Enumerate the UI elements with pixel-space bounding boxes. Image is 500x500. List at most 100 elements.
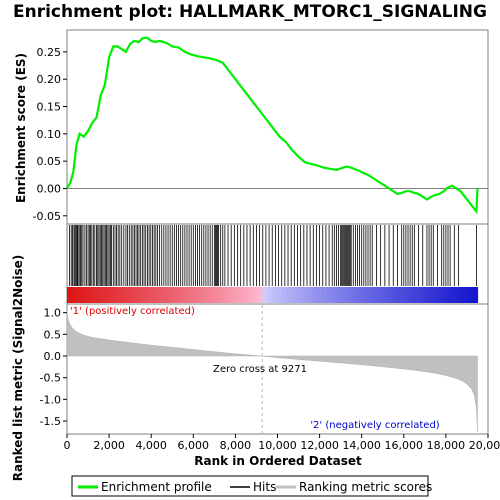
color-bar-segment xyxy=(159,287,166,303)
ranked-x-axis: 0 2,000 4,000 6,000 8,000 10,000 12,000 14,000 1… xyxy=(64,434,500,452)
color-bar-segment xyxy=(267,287,273,303)
color-bar-segment xyxy=(467,287,474,303)
zero-cross-label: Zero cross at 9271 xyxy=(213,364,307,375)
color-bar-segment xyxy=(321,287,327,303)
es-ytick-label: 0.20 xyxy=(37,73,62,86)
color-bar-segment xyxy=(389,287,396,303)
color-bar-segment xyxy=(301,287,308,303)
color-bar-segment xyxy=(316,287,322,303)
legend-ranking-label: Ranking metric scores xyxy=(299,480,432,494)
color-bar-segment xyxy=(384,287,391,303)
color-bar-segment xyxy=(413,287,420,303)
ranking-metric-area xyxy=(66,310,478,432)
color-bar-segment xyxy=(335,287,342,303)
color-bar-segment xyxy=(67,287,73,303)
color-bar-segment xyxy=(350,287,356,303)
color-bar-segment xyxy=(428,287,435,303)
color-bar-segment xyxy=(257,287,264,303)
es-panel-frame xyxy=(66,29,489,225)
color-bar-segment xyxy=(345,287,352,303)
color-bar-segment xyxy=(296,287,303,303)
ranked-ytick-label: 0.0 xyxy=(44,350,62,363)
ranked-ytick-label: -1.5 xyxy=(40,415,61,428)
color-bar-segment xyxy=(340,287,347,303)
color-bar-segment xyxy=(457,287,464,303)
color-bar-segment xyxy=(198,287,205,303)
color-bar-segment xyxy=(115,287,122,303)
color-bar-segment xyxy=(433,287,439,303)
color-bar-segment xyxy=(365,287,371,303)
color-bar-segment xyxy=(86,287,93,303)
color-bar-segment xyxy=(360,287,366,303)
color-bar-segment xyxy=(91,287,97,303)
color-bar-segment xyxy=(394,287,400,303)
color-bar-segment xyxy=(311,287,317,303)
color-bar-segment xyxy=(233,287,239,303)
es-ytick-label: 0.15 xyxy=(37,101,62,114)
color-bar-segment xyxy=(252,287,259,303)
es-ytick-label: 0.25 xyxy=(37,46,62,59)
negative-correlation-label: '2' (negatively correlated) xyxy=(310,420,439,431)
color-bar-segment xyxy=(130,287,137,303)
xtick-label: 8,000 xyxy=(220,439,252,452)
color-bar-segment xyxy=(120,287,127,303)
legend-hits-label: Hits xyxy=(253,480,276,494)
es-ytick-label: -0.05 xyxy=(33,210,61,223)
color-bar-segment xyxy=(282,287,288,303)
color-bar-segment xyxy=(443,287,449,303)
chart-title: Enrichment plot: HALLMARK_MTORC1_SIGNALI… xyxy=(13,2,487,22)
color-bar-segment xyxy=(223,287,229,303)
color-bar-segment xyxy=(462,287,469,303)
color-bar-segment xyxy=(409,287,415,303)
xtick-label: 0 xyxy=(64,439,71,452)
color-bar-segment xyxy=(277,287,283,303)
color-bar-segment xyxy=(247,287,254,303)
es-y-axis: -0.05 0.00 0.05 0.10 0.15 0.20 0.25 xyxy=(33,46,67,223)
es-y-label: Enrichment score (ES) xyxy=(14,53,28,203)
color-bar-segment xyxy=(448,287,454,303)
color-bar-segment xyxy=(140,287,146,303)
color-bar-segment xyxy=(203,287,210,303)
color-bar-segment xyxy=(110,287,117,303)
xtick-label: 6,000 xyxy=(178,439,210,452)
color-bar-segment xyxy=(423,287,430,303)
es-ytick-label: 0.05 xyxy=(37,155,62,168)
hits-marks xyxy=(69,225,477,286)
ranked-ytick-label: -0.5 xyxy=(40,372,61,385)
color-bar-segment xyxy=(208,287,215,303)
enrichment-profile-line xyxy=(66,36,479,215)
color-bar-segment xyxy=(218,287,224,303)
color-bar-segment xyxy=(169,287,176,303)
color-bar-segment xyxy=(369,287,376,303)
color-bar-segment xyxy=(404,287,410,303)
color-bar-segment xyxy=(184,287,190,303)
xtick-label: 2,000 xyxy=(93,439,125,452)
ranked-y-axis: -1.5 -1.0 -0.5 0.0 0.5 1.0 xyxy=(40,307,67,428)
rank-color-bar xyxy=(67,287,479,303)
color-bar-segment xyxy=(418,287,425,303)
xtick-label: 20,000 xyxy=(469,439,500,452)
color-bar-segment xyxy=(330,287,337,303)
color-bar-segment xyxy=(150,287,156,303)
es-ytick-label: 0.00 xyxy=(37,182,62,195)
color-bar-segment xyxy=(213,287,220,303)
color-bar-segment xyxy=(194,287,200,303)
positive-correlation-label: '1' (positively correlated) xyxy=(70,306,195,317)
color-bar-segment xyxy=(291,287,298,303)
color-bar-segment xyxy=(96,287,102,303)
color-bar-segment xyxy=(71,287,78,303)
color-bar-segment xyxy=(286,287,293,303)
color-bar-segment xyxy=(272,287,278,303)
color-bar-segment xyxy=(106,287,112,303)
color-bar-segment xyxy=(125,287,132,303)
xtick-label: 18,000 xyxy=(427,439,466,452)
color-bar-segment xyxy=(325,287,332,303)
color-bar-segment xyxy=(438,287,444,303)
legend-enrichment-label: Enrichment profile xyxy=(101,480,212,494)
color-bar-segment xyxy=(472,287,479,303)
color-bar-segment xyxy=(306,287,312,303)
color-bar-segment xyxy=(453,287,459,303)
x-axis-label: Rank in Ordered Dataset xyxy=(194,454,362,468)
ranked-ytick-label: 0.5 xyxy=(44,328,62,341)
